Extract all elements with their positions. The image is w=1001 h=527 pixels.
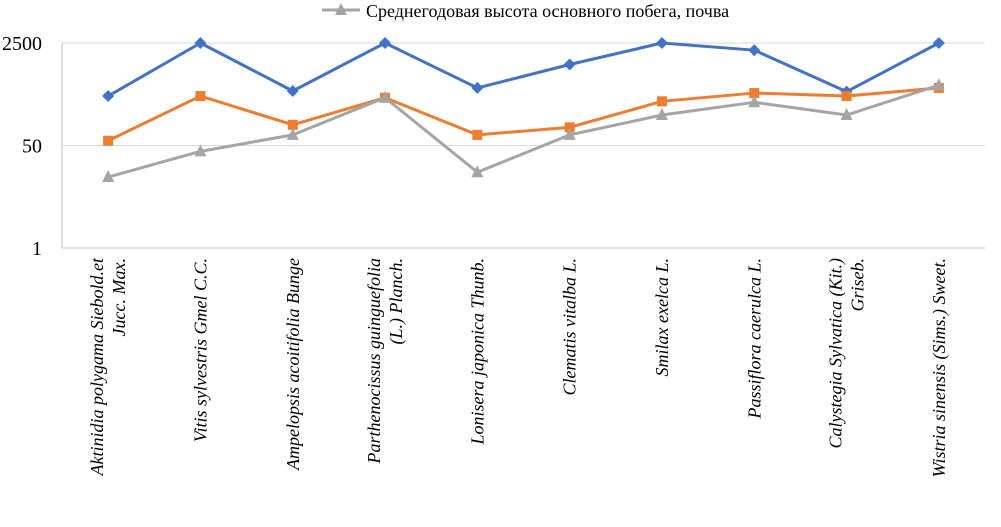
y-tick-labels: 1 50 2500	[2, 33, 42, 260]
legend: Среднегодовая высота основного побега, п…	[322, 1, 729, 21]
data-point-square	[656, 96, 667, 107]
data-point-square	[287, 119, 298, 130]
x-category-label: Aktinidia polygama Siebold.et	[87, 257, 107, 476]
data-point-triangle	[563, 127, 576, 140]
y-tick-label: 1	[32, 238, 42, 260]
x-category-label: Parthenocissus guinguefolia	[364, 258, 384, 465]
x-category-label: Griseb.	[848, 258, 868, 312]
x-category-label: Vitis sylvestris Gmel C.C.	[190, 258, 210, 442]
data-point-triangle	[379, 90, 392, 103]
data-point-diamond	[471, 81, 484, 94]
data-point-diamond	[194, 37, 207, 49]
x-category-label: Passiflora caerulca L.	[744, 258, 764, 420]
data-point-triangle	[655, 108, 668, 121]
x-category-label: Lonisera japonica Thunb.	[467, 258, 487, 446]
data-point-diamond	[655, 37, 668, 49]
x-category-labels: Aktinidia polygama Siebold.et Jucc. Max. V…	[87, 257, 950, 477]
x-category-label: Clematis vitalba L.	[560, 258, 580, 396]
axes	[61, 43, 985, 249]
data-point-diamond	[932, 37, 945, 49]
y-tick-label: 50	[22, 136, 42, 158]
data-point-diamond	[286, 85, 299, 98]
data-point-diamond	[748, 44, 761, 57]
x-category-label: Smilax exelca L.	[652, 258, 672, 376]
series-3	[102, 78, 945, 183]
data-point-triangle	[748, 95, 761, 108]
data-point-triangle	[194, 144, 207, 157]
series-line	[107, 83, 940, 179]
data-point-diamond	[379, 37, 392, 49]
x-category-label: Ampelopsis acoitifolia Bunge	[283, 258, 303, 471]
data-point-square	[195, 91, 206, 102]
series-line	[107, 86, 939, 143]
data-point-triangle	[286, 127, 299, 140]
data-point-square	[103, 135, 114, 146]
legend-label: Среднегодовая высота основного побега, п…	[366, 1, 729, 21]
series-group	[102, 37, 945, 183]
x-category-label: Wistria sinensis (Sims.) Sweet.	[929, 258, 950, 478]
data-point-square	[749, 88, 760, 99]
series-2	[103, 82, 944, 146]
data-point-triangle	[932, 78, 945, 91]
gridlines	[62, 42, 985, 146]
data-point-diamond	[102, 90, 115, 103]
data-point-triangle	[840, 108, 853, 121]
x-category-label: (L.) Planch.	[386, 258, 407, 344]
series-line	[107, 41, 940, 98]
data-point-triangle	[102, 170, 115, 183]
x-category-label: Jucc. Max.	[109, 258, 129, 336]
data-point-square	[472, 129, 483, 140]
series-1	[102, 37, 945, 103]
legend-marker-triangle	[335, 3, 347, 15]
data-point-diamond	[563, 58, 576, 71]
data-point-triangle	[471, 165, 484, 178]
data-point-square	[841, 91, 852, 102]
y-tick-label: 2500	[2, 33, 42, 55]
x-category-label: Calystegia Sylvatica (Kit.)	[826, 258, 847, 448]
data-point-square	[564, 122, 575, 133]
